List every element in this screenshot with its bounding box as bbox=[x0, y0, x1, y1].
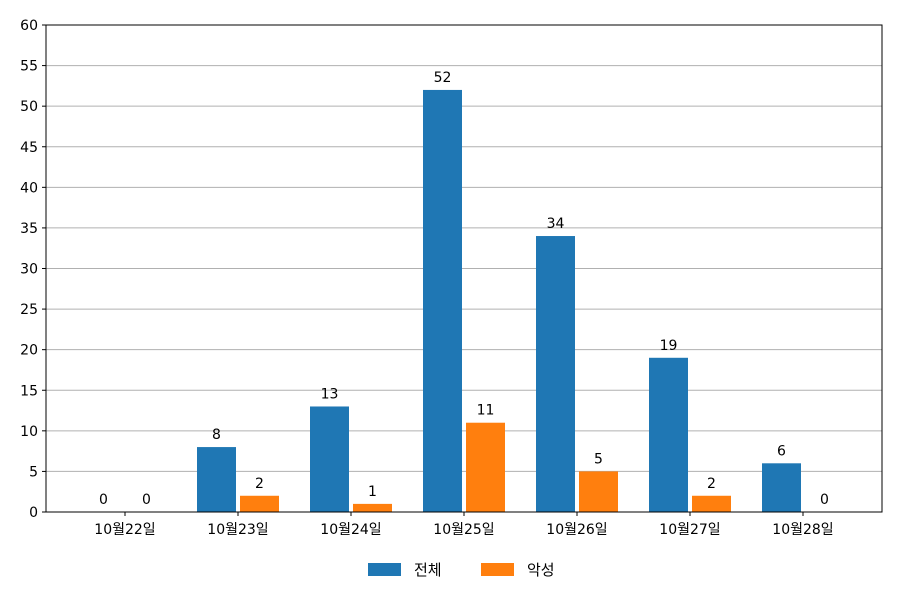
legend: 전체 악성 bbox=[368, 561, 555, 579]
data-label-malicious: 1 bbox=[368, 484, 377, 500]
bar-total bbox=[197, 447, 236, 512]
data-label-malicious: 11 bbox=[477, 403, 495, 419]
x-tick-label: 10월26일 bbox=[546, 522, 607, 538]
bar-malicious bbox=[353, 503, 392, 512]
legend-swatch-total bbox=[368, 563, 401, 576]
y-tick-label: 35 bbox=[20, 221, 38, 237]
y-tick-label: 60 bbox=[20, 18, 38, 34]
y-tick-label: 55 bbox=[20, 59, 38, 75]
y-tick-label: 40 bbox=[20, 180, 38, 196]
y-tick-label: 0 bbox=[29, 505, 38, 521]
x-tick-label: 10월27일 bbox=[659, 522, 720, 538]
bar-malicious bbox=[466, 422, 505, 512]
data-label-malicious: 2 bbox=[255, 476, 264, 492]
y-tick-label: 25 bbox=[20, 302, 38, 318]
data-label-total: 19 bbox=[660, 338, 678, 354]
data-label-malicious: 5 bbox=[594, 451, 603, 467]
data-label-total: 6 bbox=[777, 443, 786, 459]
x-tick-label: 10월28일 bbox=[772, 522, 833, 538]
bar-total bbox=[310, 406, 349, 512]
bar-malicious bbox=[692, 495, 731, 512]
bar-total bbox=[649, 357, 688, 512]
x-tick-label: 10월25일 bbox=[433, 522, 494, 538]
data-label-malicious: 2 bbox=[707, 476, 716, 492]
bars bbox=[197, 89, 801, 513]
x-tick-label: 10월24일 bbox=[320, 522, 381, 538]
y-tick-label: 10 bbox=[20, 424, 38, 440]
y-tick-label: 50 bbox=[20, 99, 38, 115]
y-tick-label: 30 bbox=[20, 262, 38, 278]
y-tick-label: 45 bbox=[20, 140, 38, 156]
y-tick-label: 15 bbox=[20, 383, 38, 399]
data-label-total: 0 bbox=[99, 492, 108, 508]
data-labels: 0 0 8 2 13 1 52 11 34 5 19 2 6 0 bbox=[99, 70, 829, 508]
data-label-total: 34 bbox=[547, 216, 565, 232]
data-label-total: 52 bbox=[434, 70, 452, 86]
legend-label-total: 전체 bbox=[414, 561, 442, 579]
y-tick-label: 20 bbox=[20, 343, 38, 359]
legend-swatch-malicious bbox=[481, 563, 514, 576]
data-label-total: 13 bbox=[321, 386, 339, 402]
data-label-malicious: 0 bbox=[142, 492, 151, 508]
y-axis: 0 5 10 15 20 25 30 35 40 45 50 55 60 bbox=[20, 18, 46, 521]
bar-total bbox=[423, 89, 462, 512]
bar-total bbox=[762, 463, 801, 512]
bar-malicious bbox=[579, 471, 618, 512]
x-tick-label: 10월23일 bbox=[207, 522, 268, 538]
bar-total bbox=[536, 236, 575, 513]
x-axis: 10월22일 10월23일 10월24일 10월25일 10월26일 10월27일 10월2… bbox=[94, 512, 834, 538]
bar-malicious bbox=[240, 495, 279, 512]
data-label-malicious: 0 bbox=[820, 492, 829, 508]
grid-lines bbox=[46, 65, 882, 472]
legend-label-malicious: 악성 bbox=[527, 561, 555, 579]
data-label-total: 8 bbox=[212, 427, 221, 443]
y-tick-label: 5 bbox=[29, 464, 38, 480]
x-tick-label: 10월22일 bbox=[94, 522, 155, 538]
